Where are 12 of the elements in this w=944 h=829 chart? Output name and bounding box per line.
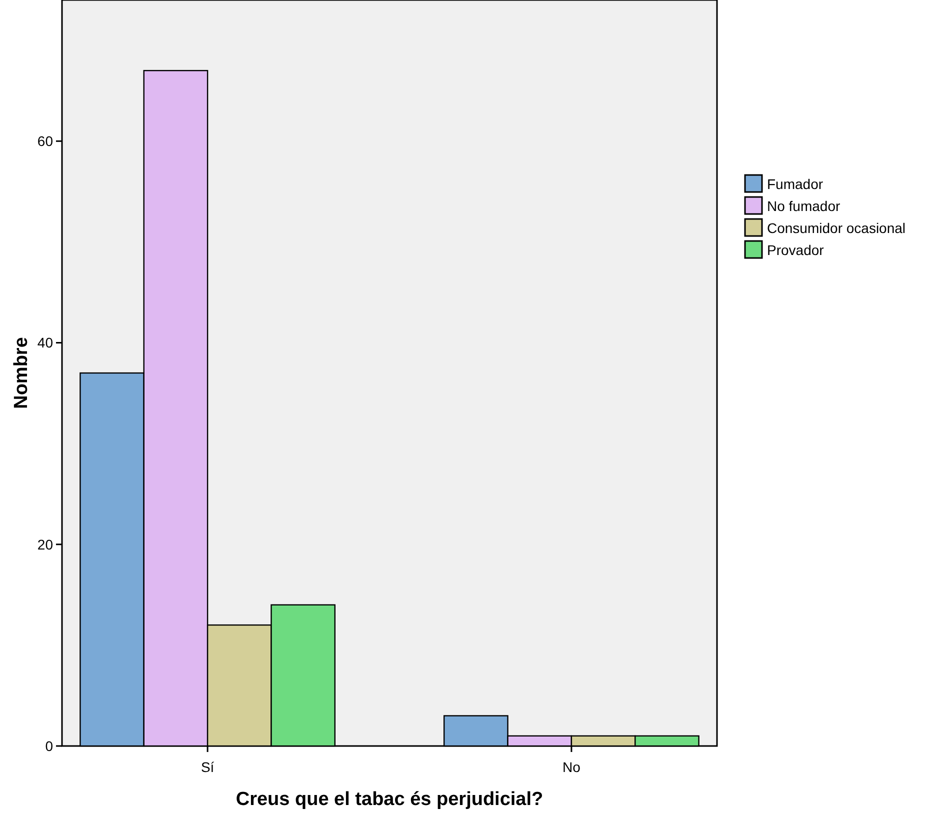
y-tick-label: 60 — [37, 133, 54, 150]
legend-label: No fumador — [767, 198, 840, 214]
y-tick-label: 20 — [37, 536, 54, 552]
x-tick-label: No — [562, 759, 581, 775]
y-axis-title: Nombre — [11, 337, 32, 409]
x-axis-title: Creus que el tabac és perjudicial? — [236, 789, 544, 810]
legend-label: Consumidor ocasional — [767, 220, 906, 236]
y-tick-label: 0 — [45, 738, 54, 754]
y-tick-label: 40 — [37, 334, 54, 351]
legend-label: Provador — [767, 242, 824, 258]
x-tick-label: Sí — [200, 759, 214, 775]
legend-label: Fumador — [767, 176, 824, 192]
